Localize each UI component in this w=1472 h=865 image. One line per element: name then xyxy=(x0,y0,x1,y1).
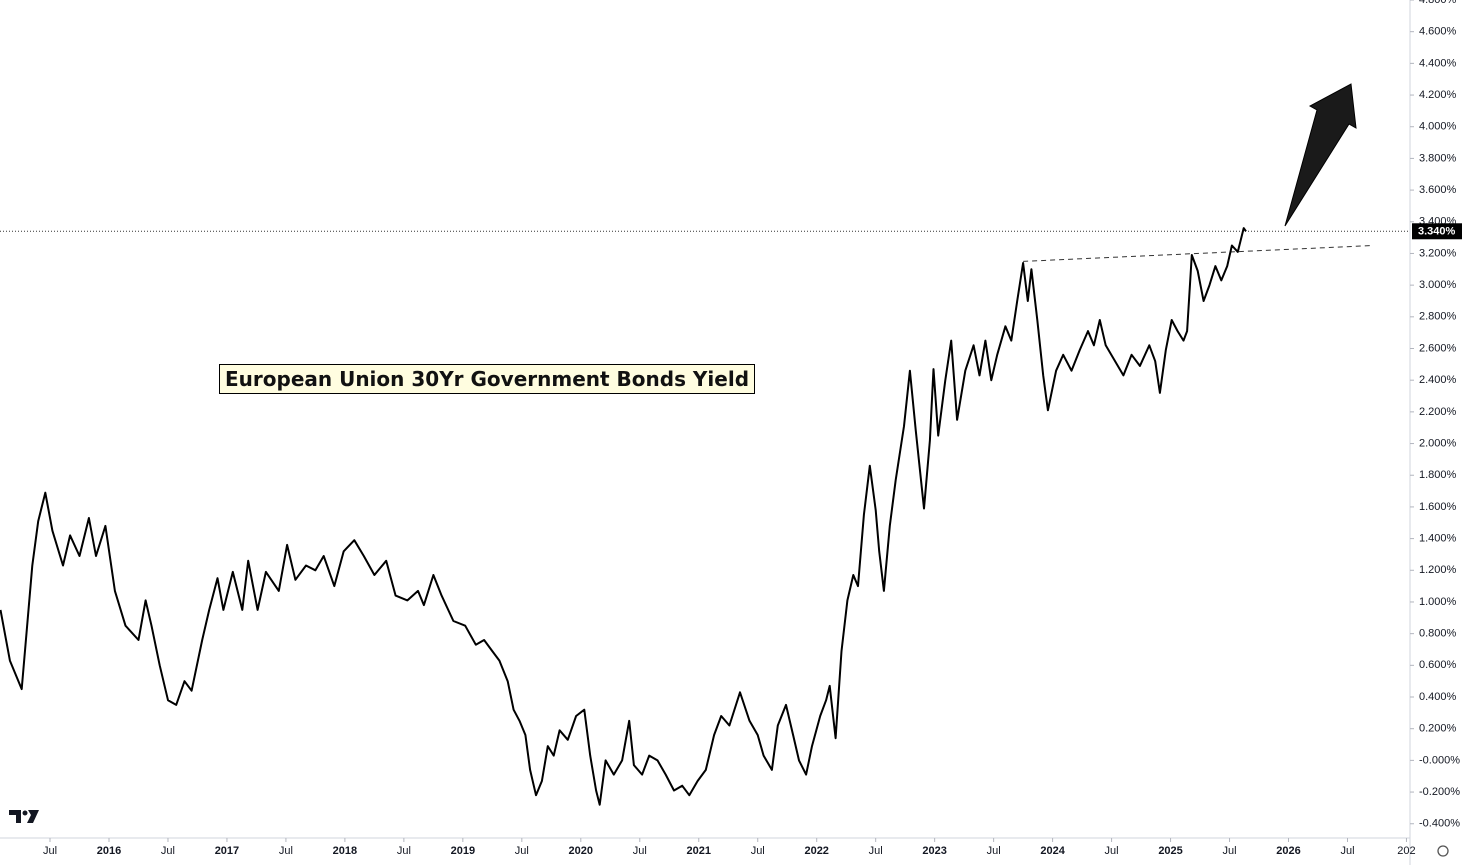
x-tick-label: Jul xyxy=(1223,845,1237,857)
x-tick-label: Jul xyxy=(1105,845,1119,857)
y-tick-label: 3.600% xyxy=(1419,184,1457,196)
y-tick-label: 3.200% xyxy=(1419,247,1457,259)
y-tick-label: 4.800% xyxy=(1419,0,1457,6)
x-tick-label: 2022 xyxy=(804,845,828,857)
chart-title: European Union 30Yr Government Bonds Yie… xyxy=(219,364,756,394)
y-tick-label: 3.000% xyxy=(1419,279,1457,291)
y-tick-label: 2.800% xyxy=(1419,311,1457,323)
x-tick-label: Jul xyxy=(987,845,1001,857)
y-tick-label: 4.000% xyxy=(1419,121,1457,133)
y-tick-label: 2.200% xyxy=(1419,406,1457,418)
price-label: 3.340% xyxy=(1418,226,1456,238)
y-tick-label: 4.600% xyxy=(1419,26,1457,38)
x-tick-label: 2026 xyxy=(1276,845,1300,857)
y-tick-label: 2.400% xyxy=(1419,374,1457,386)
x-tick-label: 2021 xyxy=(687,845,711,857)
x-tick-label: 2023 xyxy=(922,845,946,857)
y-tick-label: 4.400% xyxy=(1419,57,1457,69)
y-tick-label: -0.000% xyxy=(1419,754,1460,766)
y-tick-label: -0.200% xyxy=(1419,786,1460,798)
x-tick-label: 2024 xyxy=(1040,845,1065,857)
y-tick-label: 2.600% xyxy=(1419,342,1457,354)
x-tick-label: 2017 xyxy=(215,845,239,857)
x-tick-label: Jul xyxy=(397,845,411,857)
y-tick-label: 0.800% xyxy=(1419,628,1457,640)
y-tick-label: 1.400% xyxy=(1419,533,1457,545)
y-tick-label: 0.200% xyxy=(1419,723,1457,735)
y-tick-label: 2.000% xyxy=(1419,437,1457,449)
x-tick-label: Jul xyxy=(1340,845,1354,857)
y-tick-label: 1.600% xyxy=(1419,501,1457,513)
y-tick-label: 4.200% xyxy=(1419,89,1457,101)
x-tick-label: Jul xyxy=(633,845,647,857)
y-tick-label: 1.200% xyxy=(1419,564,1457,576)
x-tick-label: 2025 xyxy=(1158,845,1182,857)
x-tick-label: Jul xyxy=(751,845,765,857)
x-tick-label: 2019 xyxy=(451,845,475,857)
logo xyxy=(9,810,39,823)
x-tick-label: 2018 xyxy=(333,845,357,857)
yield-line xyxy=(0,227,1247,806)
x-tick-label: 202 xyxy=(1397,845,1415,857)
x-tick-label: Jul xyxy=(43,845,57,857)
price-label-bg xyxy=(1412,223,1462,240)
x-tick-label: Jul xyxy=(869,845,883,857)
y-tick-label: 1.800% xyxy=(1419,469,1457,481)
y-tick-label: -0.400% xyxy=(1419,818,1460,830)
settings-icon[interactable] xyxy=(1437,845,1449,857)
x-tick-label: Jul xyxy=(161,845,175,857)
x-tick-label: Jul xyxy=(515,845,529,857)
y-tick-label: 3.800% xyxy=(1419,152,1457,164)
trendline xyxy=(1023,245,1373,262)
x-tick-label: 2020 xyxy=(569,845,593,857)
x-tick-label: 2016 xyxy=(97,845,121,857)
arrow xyxy=(1284,83,1357,227)
y-tick-label: 0.600% xyxy=(1419,659,1457,671)
x-tick-label: Jul xyxy=(279,845,293,857)
y-tick-label: 1.000% xyxy=(1419,596,1457,608)
y-tick-label: 0.400% xyxy=(1419,691,1457,703)
